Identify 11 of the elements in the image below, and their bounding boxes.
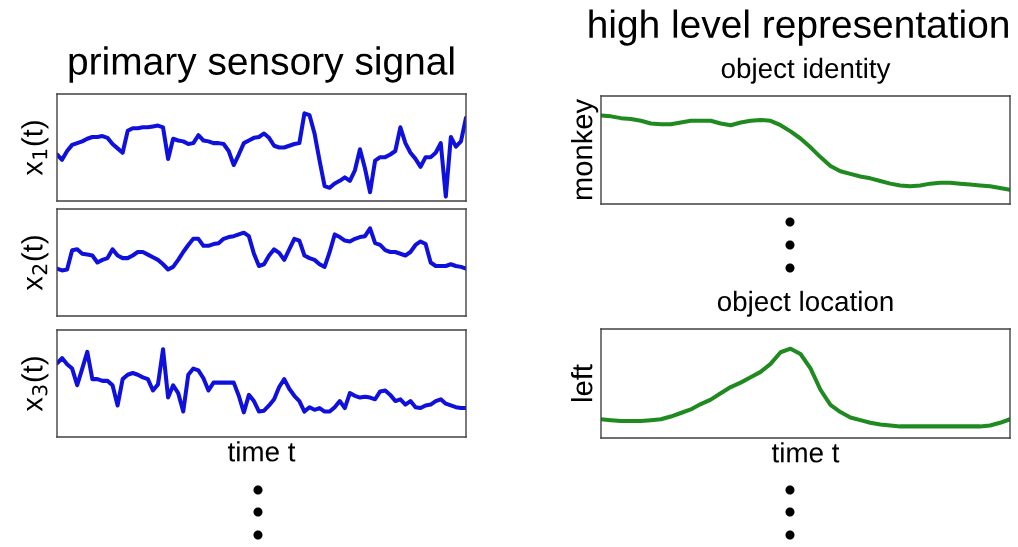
chart-subtitle: object location xyxy=(717,290,893,317)
y-axis-title: left xyxy=(571,364,593,401)
y-axis-title: monkey xyxy=(571,98,599,200)
chart-title: high level representation xyxy=(589,9,1008,46)
y-axis-title: x$_{2}$(t) xyxy=(21,236,49,291)
x-axis-title: time t xyxy=(227,441,296,462)
x-axis-title: time t xyxy=(771,442,840,463)
y-axis-title: x$_{1}$(t) xyxy=(21,121,49,176)
chart-subtitle: object identity xyxy=(721,57,891,84)
chart-title: primary sensory signal xyxy=(69,46,454,83)
y-axis-title: x$_{3}$(t) xyxy=(21,357,49,412)
